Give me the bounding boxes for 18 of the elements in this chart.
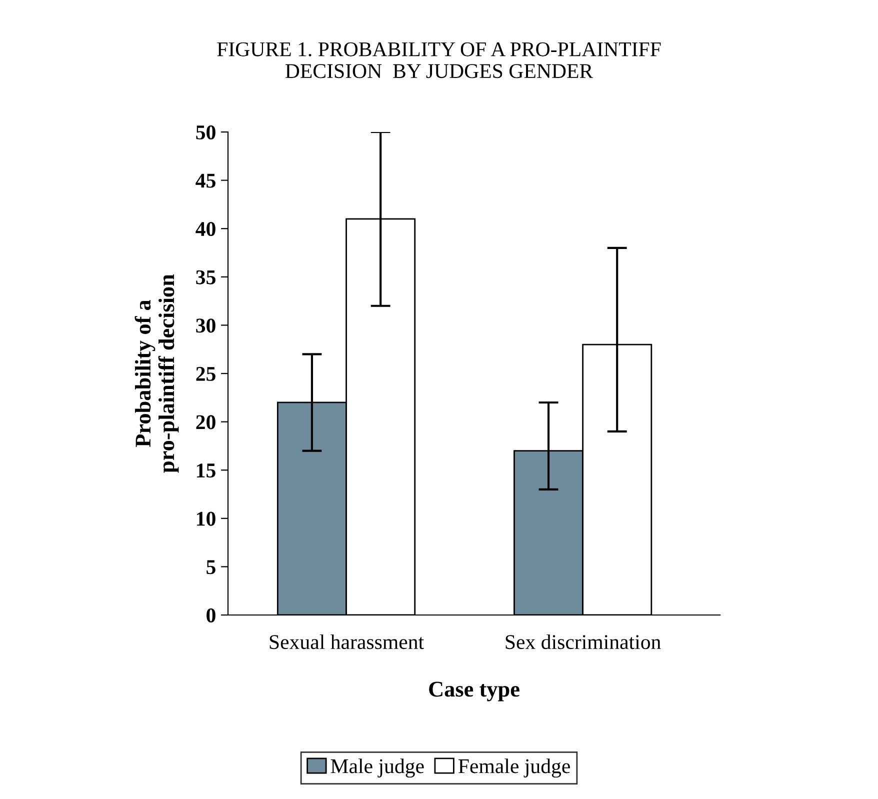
y-tick-label: 10 — [197, 512, 216, 526]
x-tick-label: Sex discrimination — [506, 634, 661, 650]
y-tick-label: 5 — [206, 560, 216, 574]
legend-label: Male judge — [330, 758, 424, 778]
chart-title: FIGURE 1. PROBABILITY OF A PRO-PLAINTIFF DECISION BY JUDGES GENDER — [217, 42, 661, 78]
y-tick-label: 20 — [196, 415, 216, 430]
y-tick-label: 0 — [206, 608, 216, 622]
y-tick-label: 40 — [196, 222, 216, 236]
x-axis-title: Case type — [429, 682, 520, 702]
y-axis-title: Probability of a pro-plaintiff decision — [134, 274, 179, 473]
y-tick-label: 30 — [196, 318, 216, 333]
y-tick-label: 35 — [196, 270, 216, 284]
y-tick-label: 45 — [196, 174, 216, 188]
y-tick-label: 50 — [196, 125, 216, 140]
x-tick-label: Sexual harassment — [270, 634, 424, 650]
legend-label: Female judge — [458, 758, 570, 778]
y-tick-label: 25 — [196, 366, 216, 381]
y-tick-label: 15 — [197, 464, 216, 478]
